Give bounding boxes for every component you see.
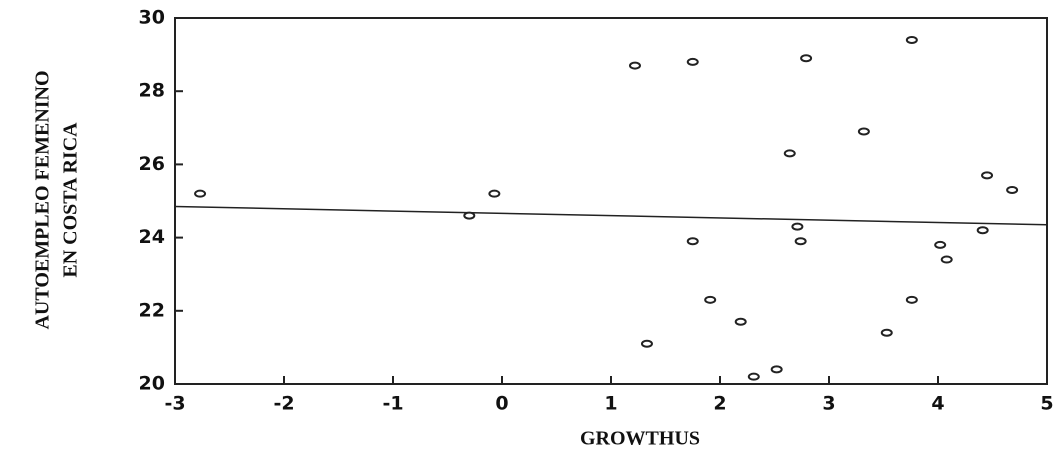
- point: [935, 242, 945, 248]
- point: [630, 63, 640, 69]
- y-tick-label: 22: [139, 299, 165, 321]
- point: [907, 37, 917, 43]
- point: [907, 297, 917, 303]
- x-axis-label: GROWTHUS: [580, 428, 700, 450]
- point: [705, 297, 715, 303]
- chart: GROWTHUS AUTOEMPLEO FEMENINO EN COSTA RI…: [0, 0, 1056, 459]
- x-tick-label: 3: [822, 393, 835, 415]
- point: [801, 55, 811, 61]
- x-tick-label: -3: [164, 393, 185, 415]
- x-tick-label: 1: [604, 393, 617, 415]
- x-tick-label: -2: [273, 393, 294, 415]
- fit-line: [175, 206, 1047, 224]
- point: [464, 213, 474, 219]
- point: [688, 59, 698, 65]
- x-tick-label: 2: [713, 393, 726, 415]
- y-tick-label: 20: [139, 373, 165, 395]
- plot-frame: [175, 18, 1047, 384]
- y-axis-label: AUTOEMPLEO FEMENINO: [32, 70, 54, 329]
- point: [882, 330, 892, 336]
- y-axis-label: EN COSTA RICA: [60, 122, 82, 278]
- x-tick-label: 5: [1040, 393, 1053, 415]
- y-tick-label: 30: [139, 7, 165, 29]
- point: [736, 319, 746, 325]
- point: [688, 238, 698, 244]
- point: [859, 128, 869, 134]
- point: [1007, 187, 1017, 193]
- point: [978, 227, 988, 233]
- point: [749, 374, 759, 380]
- page: GROWTHUS AUTOEMPLEO FEMENINO EN COSTA RI…: [0, 0, 1056, 459]
- point: [642, 341, 652, 347]
- y-tick-label: 24: [139, 226, 165, 248]
- x-tick-label: -1: [382, 393, 403, 415]
- y-tick-label: 26: [139, 153, 165, 175]
- point: [942, 257, 952, 263]
- x-tick-label: 0: [495, 393, 508, 415]
- point: [489, 191, 499, 197]
- point: [785, 150, 795, 156]
- point: [792, 224, 802, 230]
- y-tick-label: 28: [139, 80, 165, 102]
- point: [796, 238, 806, 244]
- point: [772, 366, 782, 372]
- x-tick-label: 4: [931, 393, 944, 415]
- point: [982, 172, 992, 178]
- point: [195, 191, 205, 197]
